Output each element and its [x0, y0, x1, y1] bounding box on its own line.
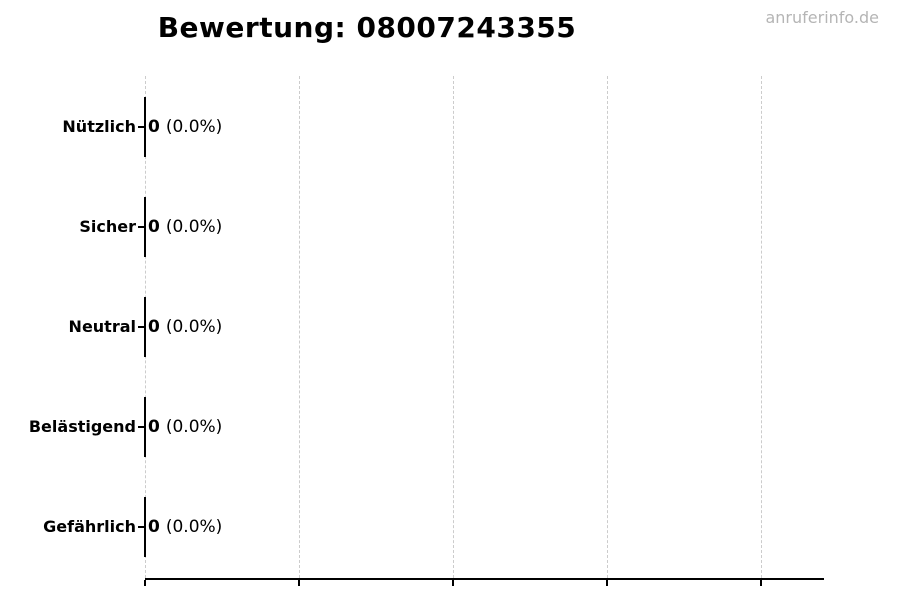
y-axis-tick	[138, 326, 146, 328]
x-axis-tick	[606, 580, 608, 586]
category-label: Neutral	[68, 317, 136, 336]
category-label: Belästigend	[28, 417, 136, 436]
value-count: 0	[148, 117, 160, 137]
value-count: 0	[148, 517, 160, 537]
x-axis-tick	[144, 580, 146, 586]
x-axis-line	[145, 578, 824, 580]
category-label: Sicher	[79, 217, 136, 236]
bar-value-annotation: 0 (0.0%)	[148, 215, 222, 239]
value-count: 0	[148, 317, 160, 337]
value-count: 0	[148, 217, 160, 237]
category-label: Nützlich	[62, 117, 136, 136]
y-axis-tick	[138, 426, 146, 428]
zero-value-bar	[144, 97, 146, 157]
zero-value-bar	[144, 397, 146, 457]
bar-value-annotation: 0 (0.0%)	[148, 515, 222, 539]
value-percent: (0.0%)	[165, 317, 223, 337]
zero-value-bar	[144, 297, 146, 357]
value-count: 0	[148, 417, 160, 437]
category-label: Gefährlich	[43, 517, 136, 536]
gridline	[607, 76, 608, 578]
y-axis-tick	[138, 526, 146, 528]
value-percent: (0.0%)	[165, 417, 223, 437]
chart-title: Bewertung: 08007243355	[157, 11, 577, 44]
bar-value-annotation: 0 (0.0%)	[148, 315, 222, 339]
x-axis-tick	[452, 580, 454, 586]
gridline	[299, 76, 300, 578]
zero-value-bar	[144, 497, 146, 557]
value-percent: (0.0%)	[165, 117, 223, 137]
y-axis-tick	[138, 226, 146, 228]
zero-value-bar	[144, 197, 146, 257]
y-axis-tick	[138, 126, 146, 128]
value-percent: (0.0%)	[165, 517, 223, 537]
bar-value-annotation: 0 (0.0%)	[148, 415, 222, 439]
x-axis-tick	[760, 580, 762, 586]
watermark-text: anruferinfo.de	[765, 8, 879, 27]
bar-value-annotation: 0 (0.0%)	[148, 115, 222, 139]
gridline	[453, 76, 454, 578]
value-percent: (0.0%)	[165, 217, 223, 237]
gridline	[761, 76, 762, 578]
x-axis-tick	[298, 580, 300, 586]
